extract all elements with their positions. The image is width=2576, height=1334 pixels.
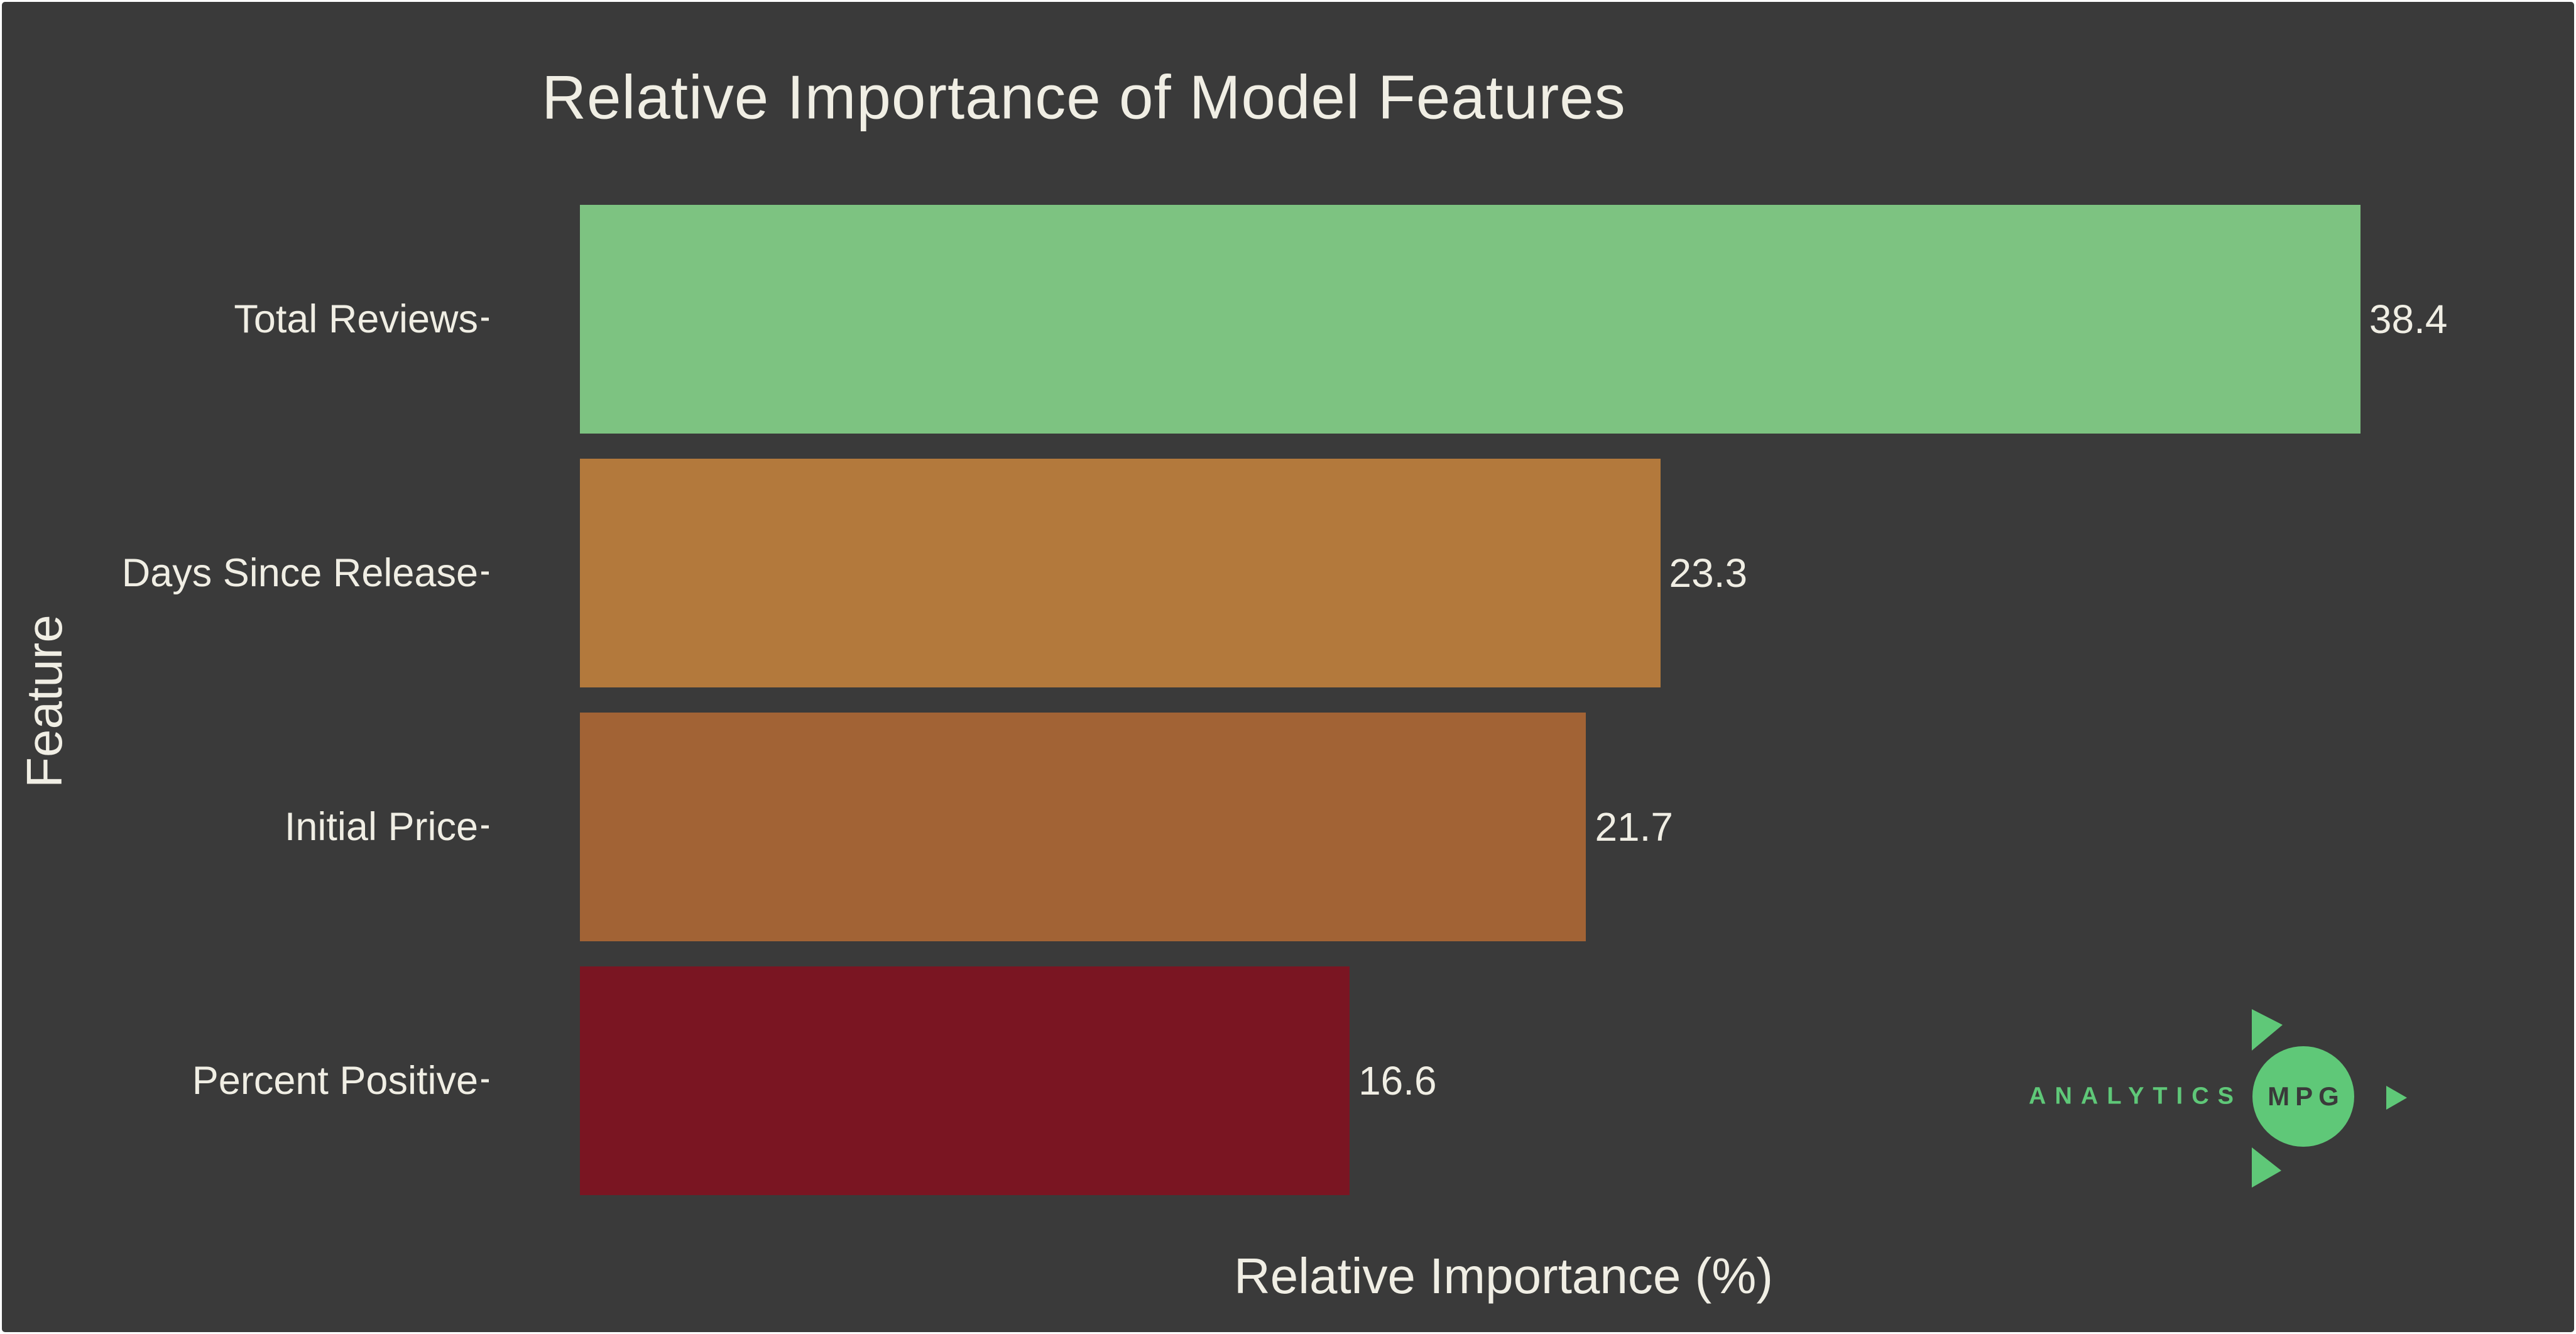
category-label: Percent Positive <box>192 1059 478 1103</box>
value-label: 16.6 <box>1358 1058 1437 1103</box>
logo-arrow-top-icon <box>2252 1009 2283 1051</box>
value-label: 21.7 <box>1595 804 1674 850</box>
logo-arrow-bottom-icon <box>2252 1147 2281 1188</box>
brand-badge-label: MPG <box>2268 1081 2345 1111</box>
value-label: 23.3 <box>1669 550 1748 596</box>
bar-initial-price <box>580 713 1586 941</box>
y-tick-mark <box>481 825 489 829</box>
brand-wordmark: ANALYTICS <box>2029 1083 2242 1110</box>
category-label: Days Since Release <box>121 551 478 595</box>
bar-row: Days Since Release 23.3 <box>2 459 2574 687</box>
logo-arrows-icon <box>2252 1009 2407 1188</box>
bar-percent-positive <box>580 966 1350 1195</box>
y-tick-mark <box>481 1079 489 1083</box>
chart-title: Relative Importance of Model Features <box>542 62 1626 132</box>
y-tick-mark <box>481 317 489 321</box>
value-label: 38.4 <box>2369 297 2448 342</box>
logo-arrow-right-icon <box>2386 1086 2407 1110</box>
brand-badge: MPG <box>2252 1046 2354 1147</box>
bar-row: Initial Price 21.7 <box>2 713 2574 941</box>
category-label: Initial Price <box>284 805 478 849</box>
bar-days-since-release <box>580 459 1661 687</box>
x-axis-title: Relative Importance (%) <box>1233 1248 1774 1304</box>
category-label: Total Reviews <box>234 297 478 341</box>
bar-total-reviews <box>580 205 2360 434</box>
bar-row: Total Reviews 38.4 <box>2 205 2574 434</box>
y-tick-mark <box>481 571 489 575</box>
bar-row: Percent Positive 16.6 <box>2 966 2574 1195</box>
